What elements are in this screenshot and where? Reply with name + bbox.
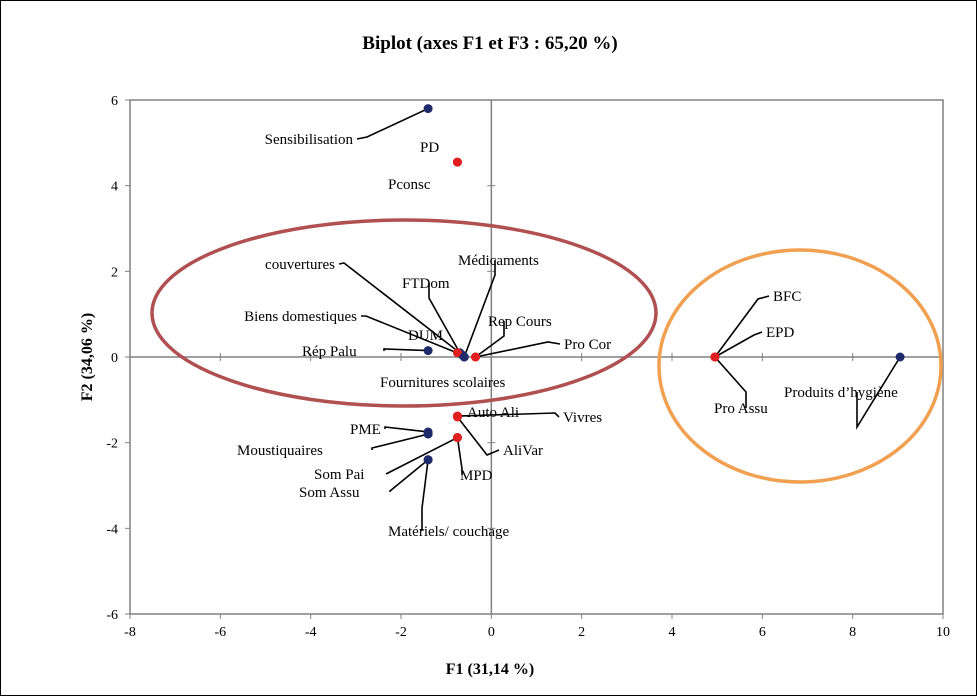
point-label: Matériels/ couchage bbox=[388, 524, 510, 540]
observation-point bbox=[452, 157, 462, 167]
point-label: EPD bbox=[766, 325, 795, 341]
point-label: Médicaments bbox=[458, 253, 539, 269]
point-label: PME bbox=[350, 422, 381, 438]
x-tick-label: -8 bbox=[124, 625, 136, 640]
x-tick-label: 2 bbox=[578, 625, 585, 640]
observation-point bbox=[452, 412, 462, 422]
variable-point bbox=[423, 346, 433, 356]
point-label: Biens domestiques bbox=[244, 309, 357, 325]
point-label: Pro Cor bbox=[564, 337, 611, 353]
y-tick-label: 6 bbox=[111, 94, 118, 109]
y-tick-label: 0 bbox=[111, 351, 118, 366]
y-axis-label: F2 (34,06 %) bbox=[79, 313, 96, 401]
x-axis-label: F1 (31,14 %) bbox=[446, 661, 534, 678]
x-tick-label: 10 bbox=[936, 625, 950, 640]
point-label: Pro Assu bbox=[714, 401, 768, 417]
variable-point bbox=[895, 352, 905, 362]
label-connector bbox=[361, 315, 463, 356]
point-label: Vivres bbox=[563, 410, 602, 426]
variable-point bbox=[423, 455, 433, 465]
label-connector bbox=[371, 433, 429, 450]
variable-point bbox=[423, 429, 433, 439]
y-tick-label: 4 bbox=[111, 180, 118, 195]
point-label: couvertures bbox=[265, 257, 335, 273]
x-tick-label: -6 bbox=[214, 625, 226, 640]
point-label: PD bbox=[420, 140, 439, 156]
x-tick-label: 4 bbox=[669, 625, 676, 640]
point-label: MPD bbox=[460, 468, 493, 484]
chart-title: Biplot (axes F1 et F3 : 65,20 %) bbox=[362, 33, 617, 54]
point-label: Som Assu bbox=[299, 485, 360, 501]
point-label: Fournitures scolaires bbox=[380, 375, 506, 391]
x-tick-label: -4 bbox=[305, 625, 317, 640]
label-connector bbox=[714, 295, 770, 358]
point-label: FTDom bbox=[402, 276, 450, 292]
y-tick-label: -2 bbox=[106, 437, 118, 452]
x-tick-label: 0 bbox=[488, 625, 495, 640]
label-connector bbox=[456, 416, 500, 456]
point-label: Sensibilisation bbox=[265, 132, 354, 148]
label-connector bbox=[383, 348, 429, 352]
point-label: Rep Cours bbox=[488, 314, 552, 330]
x-tick-label: 6 bbox=[759, 625, 766, 640]
point-label: Pconsc bbox=[388, 177, 431, 193]
variable-point bbox=[423, 104, 433, 114]
label-connector bbox=[384, 426, 429, 433]
label-connector bbox=[389, 459, 429, 492]
observation-point bbox=[452, 433, 462, 443]
label-connector bbox=[714, 331, 763, 358]
y-tick-label: 2 bbox=[111, 265, 118, 280]
group-ellipse-right bbox=[657, 248, 943, 484]
point-label: AliVar bbox=[503, 443, 543, 459]
point-label: BFC bbox=[773, 289, 801, 305]
label-connector bbox=[385, 436, 458, 475]
label-connector bbox=[457, 412, 560, 418]
label-connector bbox=[338, 262, 461, 354]
label-connector bbox=[475, 341, 561, 358]
label-connector bbox=[428, 283, 461, 354]
point-label: Produits d’hygiène bbox=[784, 385, 898, 401]
label-connector bbox=[463, 260, 496, 358]
observation-point bbox=[471, 352, 481, 362]
x-tick-label: 8 bbox=[849, 625, 856, 640]
observation-point bbox=[452, 348, 462, 358]
label-connector bbox=[714, 356, 747, 408]
group-ellipse-left bbox=[150, 218, 658, 408]
point-label: Moustiquaires bbox=[237, 443, 323, 459]
label-connector bbox=[856, 356, 901, 430]
point-label: DUM bbox=[408, 328, 443, 344]
observation-point bbox=[710, 352, 720, 362]
y-tick-label: -4 bbox=[106, 522, 118, 537]
point-label: Auto Ali bbox=[467, 405, 519, 421]
label-connector bbox=[421, 459, 429, 531]
label-connector bbox=[475, 321, 505, 358]
point-label: Rép Palu bbox=[302, 344, 357, 360]
variable-point bbox=[459, 352, 469, 362]
point-label: Som Pai bbox=[314, 467, 364, 483]
label-connector bbox=[356, 107, 429, 140]
label-connector bbox=[456, 437, 463, 475]
y-tick-label: -6 bbox=[106, 608, 118, 623]
x-tick-label: -2 bbox=[395, 625, 407, 640]
plot-area: -8 -6 -4 -2 0 2 4 6 8 10 -6 -4 -2 0 2 4 6 Sensibilisation… bbox=[106, 94, 950, 640]
